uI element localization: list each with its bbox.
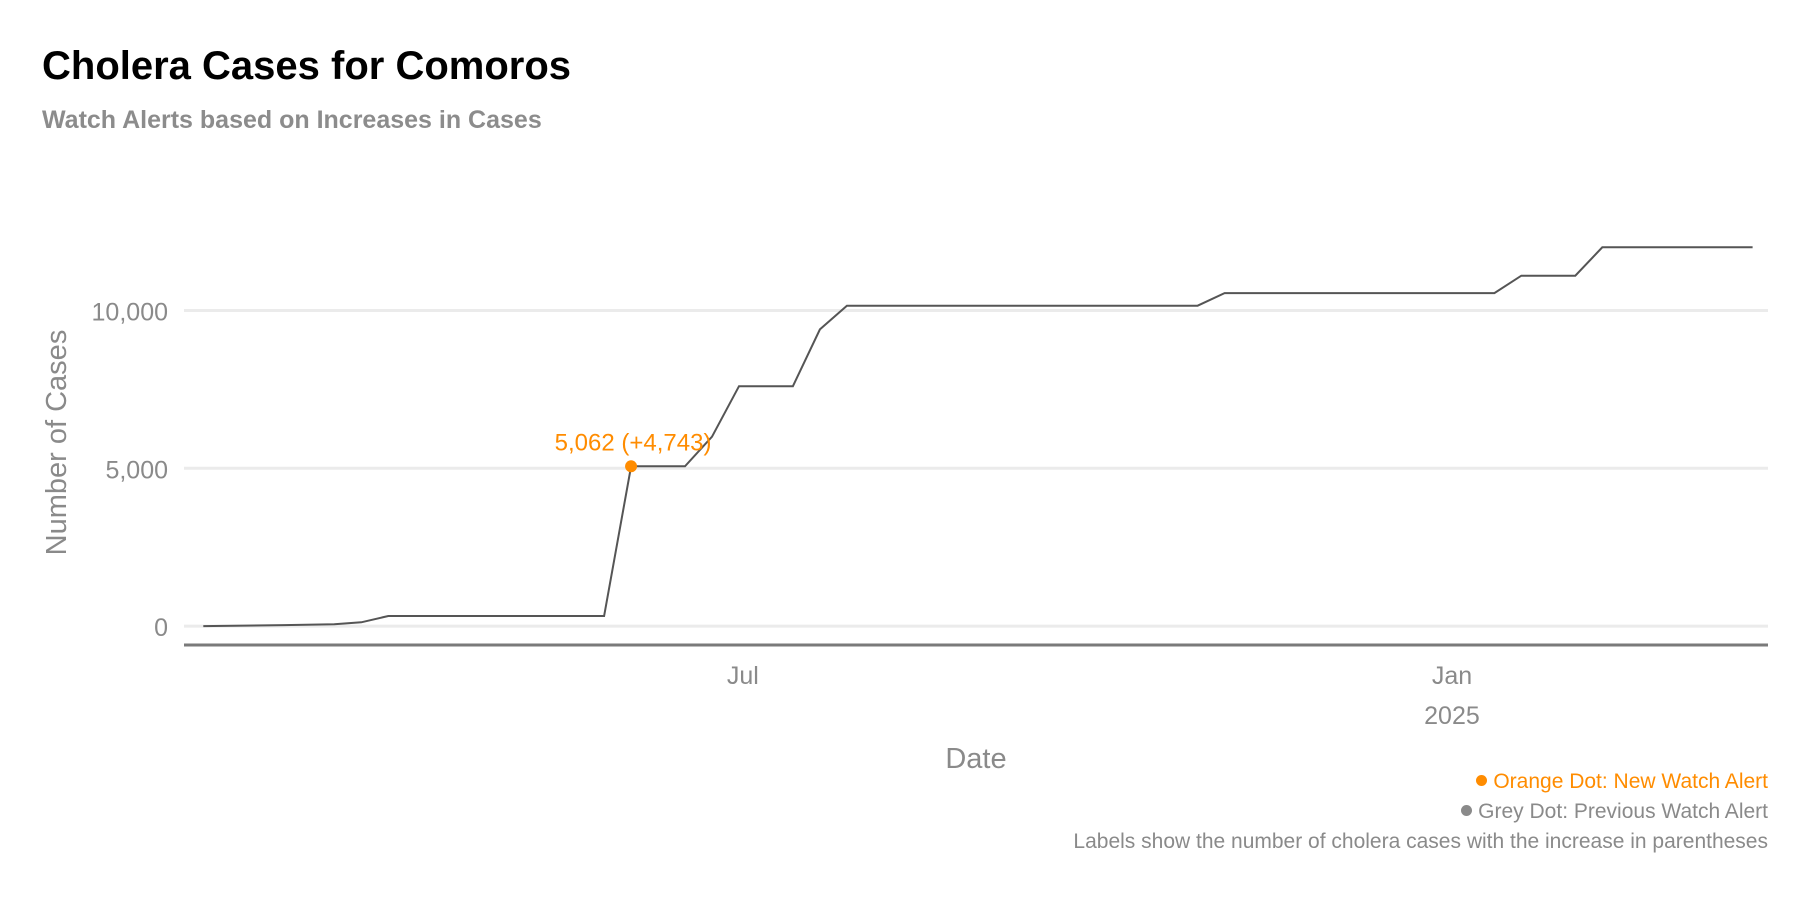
watch-alerts: 5,062 (+4,743) [555, 429, 712, 473]
y-tick-label: 10,000 [92, 298, 168, 326]
legend-previous-alert: Grey Dot: Previous Watch Alert [1461, 800, 1768, 824]
y-axis-title: Number of Cases [41, 330, 73, 556]
gridlines [184, 308, 1768, 628]
y-axis-ticks: 0 5,000 10,000 [92, 298, 168, 642]
chart-title: Cholera Cases for Comoros [42, 44, 572, 88]
y-tick-label: 0 [154, 614, 168, 642]
alert-label: 5,062 (+4,743) [555, 429, 712, 456]
legend-previous-alert-label: Grey Dot: Previous Watch Alert [1478, 800, 1768, 823]
series-line-cases [203, 246, 1753, 628]
x-axis-title: Date [945, 743, 1006, 775]
grey-dot-icon [1461, 804, 1473, 816]
alert-dot [625, 460, 638, 473]
chart-subtitle: Watch Alerts based on Increases in Cases [42, 106, 542, 134]
x-tick-label: Jul [727, 662, 759, 690]
y-tick-label: 5,000 [105, 456, 168, 484]
legend-new-alert-label: Orange Dot: New Watch Alert [1493, 770, 1768, 793]
orange-dot-icon [1476, 774, 1488, 786]
legend-note: Labels show the number of cholera cases … [1073, 830, 1768, 853]
x-tick-sublabel: 2025 [1424, 702, 1480, 730]
legend-new-alert: Orange Dot: New Watch Alert [1476, 770, 1768, 794]
x-tick-label: Jan [1432, 662, 1472, 690]
x-axis-ticks: Jul Jan 2025 [727, 662, 1480, 730]
